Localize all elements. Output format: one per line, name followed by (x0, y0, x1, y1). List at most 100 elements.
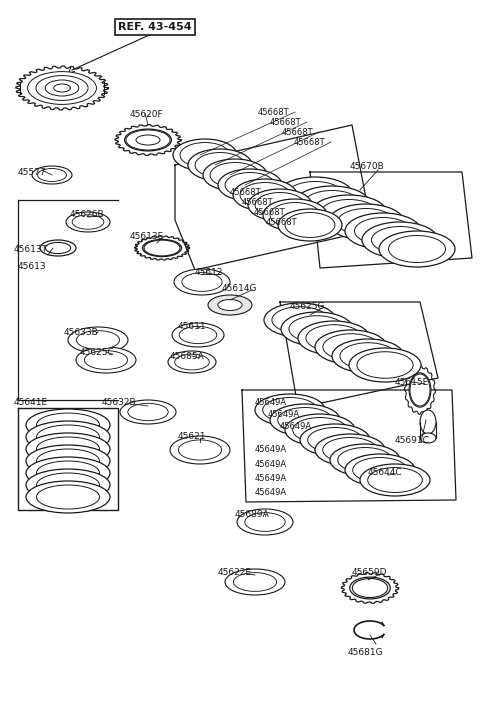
Ellipse shape (218, 300, 242, 311)
Ellipse shape (27, 72, 96, 104)
Text: 45613E: 45613E (130, 232, 164, 241)
Ellipse shape (300, 424, 370, 456)
Text: 45691C: 45691C (395, 436, 430, 445)
Text: 45685A: 45685A (170, 352, 205, 361)
Ellipse shape (120, 400, 176, 424)
Text: 45615E: 45615E (395, 378, 429, 387)
Ellipse shape (255, 394, 325, 426)
Ellipse shape (37, 168, 66, 181)
Ellipse shape (36, 437, 99, 461)
Ellipse shape (208, 295, 252, 315)
Text: 45641E: 45641E (14, 398, 48, 407)
Ellipse shape (311, 195, 387, 231)
Ellipse shape (277, 177, 353, 213)
Ellipse shape (26, 433, 110, 465)
Text: 45613: 45613 (18, 262, 47, 271)
Ellipse shape (175, 354, 209, 370)
Ellipse shape (144, 240, 180, 256)
Text: 45644C: 45644C (368, 468, 403, 477)
Text: 45668T: 45668T (294, 138, 325, 147)
Ellipse shape (379, 231, 455, 267)
Ellipse shape (26, 409, 110, 441)
Ellipse shape (210, 162, 260, 188)
Ellipse shape (362, 222, 438, 258)
Ellipse shape (420, 410, 436, 434)
Text: 45614G: 45614G (222, 284, 257, 293)
Text: REF. 43-454: REF. 43-454 (118, 22, 192, 32)
Text: 45649A: 45649A (255, 445, 287, 454)
Ellipse shape (179, 440, 222, 460)
Ellipse shape (248, 189, 312, 221)
Ellipse shape (308, 428, 362, 452)
Ellipse shape (180, 142, 230, 168)
Ellipse shape (263, 199, 327, 231)
Ellipse shape (287, 181, 344, 209)
Ellipse shape (360, 464, 430, 496)
Ellipse shape (36, 425, 99, 449)
Ellipse shape (264, 303, 336, 337)
Ellipse shape (29, 73, 95, 104)
Text: 45622E: 45622E (218, 568, 252, 577)
Ellipse shape (278, 408, 332, 433)
Ellipse shape (126, 130, 170, 150)
Ellipse shape (237, 509, 293, 535)
Ellipse shape (245, 513, 285, 531)
Text: 45681G: 45681G (348, 648, 384, 657)
Ellipse shape (26, 481, 110, 513)
Ellipse shape (26, 421, 110, 453)
Ellipse shape (306, 325, 362, 352)
Ellipse shape (330, 444, 400, 476)
Text: 45668T: 45668T (230, 188, 262, 197)
Ellipse shape (420, 433, 436, 443)
Text: 45625C: 45625C (80, 348, 115, 357)
Ellipse shape (225, 569, 285, 595)
Ellipse shape (357, 352, 413, 378)
Ellipse shape (125, 129, 171, 151)
Ellipse shape (72, 215, 104, 229)
Text: 45649A: 45649A (280, 422, 312, 431)
Ellipse shape (45, 80, 79, 96)
Ellipse shape (278, 209, 342, 241)
Text: 45613T: 45613T (14, 245, 48, 254)
Ellipse shape (323, 438, 377, 462)
Ellipse shape (36, 449, 99, 473)
Ellipse shape (270, 203, 320, 227)
Ellipse shape (345, 454, 415, 486)
Ellipse shape (36, 473, 99, 497)
Ellipse shape (195, 152, 245, 178)
Ellipse shape (36, 413, 99, 437)
Ellipse shape (281, 312, 353, 346)
Ellipse shape (40, 240, 76, 256)
Text: 45626B: 45626B (70, 210, 105, 219)
Ellipse shape (294, 186, 370, 222)
Ellipse shape (409, 373, 431, 407)
Ellipse shape (255, 193, 305, 217)
Ellipse shape (410, 374, 430, 406)
Ellipse shape (128, 403, 168, 421)
Text: 45577: 45577 (18, 168, 47, 177)
Text: 45649A: 45649A (255, 460, 287, 469)
Ellipse shape (353, 457, 408, 482)
Ellipse shape (179, 326, 217, 344)
Ellipse shape (323, 334, 379, 360)
Ellipse shape (315, 330, 387, 364)
Text: 45668T: 45668T (282, 128, 313, 137)
Text: 45611: 45611 (178, 322, 206, 331)
Ellipse shape (321, 199, 377, 226)
Ellipse shape (233, 179, 297, 211)
Ellipse shape (270, 404, 340, 436)
Ellipse shape (173, 139, 237, 171)
Ellipse shape (289, 316, 345, 342)
Ellipse shape (352, 579, 388, 597)
Ellipse shape (76, 331, 120, 349)
Ellipse shape (136, 135, 160, 145)
Text: 45625G: 45625G (290, 302, 325, 311)
Text: 45633B: 45633B (64, 328, 99, 337)
Ellipse shape (285, 213, 335, 237)
Ellipse shape (240, 183, 290, 208)
Text: 45670B: 45670B (350, 162, 385, 171)
Text: 45649A: 45649A (268, 410, 300, 419)
Ellipse shape (170, 436, 230, 464)
Ellipse shape (203, 159, 267, 191)
Text: 45668T: 45668T (266, 218, 298, 227)
